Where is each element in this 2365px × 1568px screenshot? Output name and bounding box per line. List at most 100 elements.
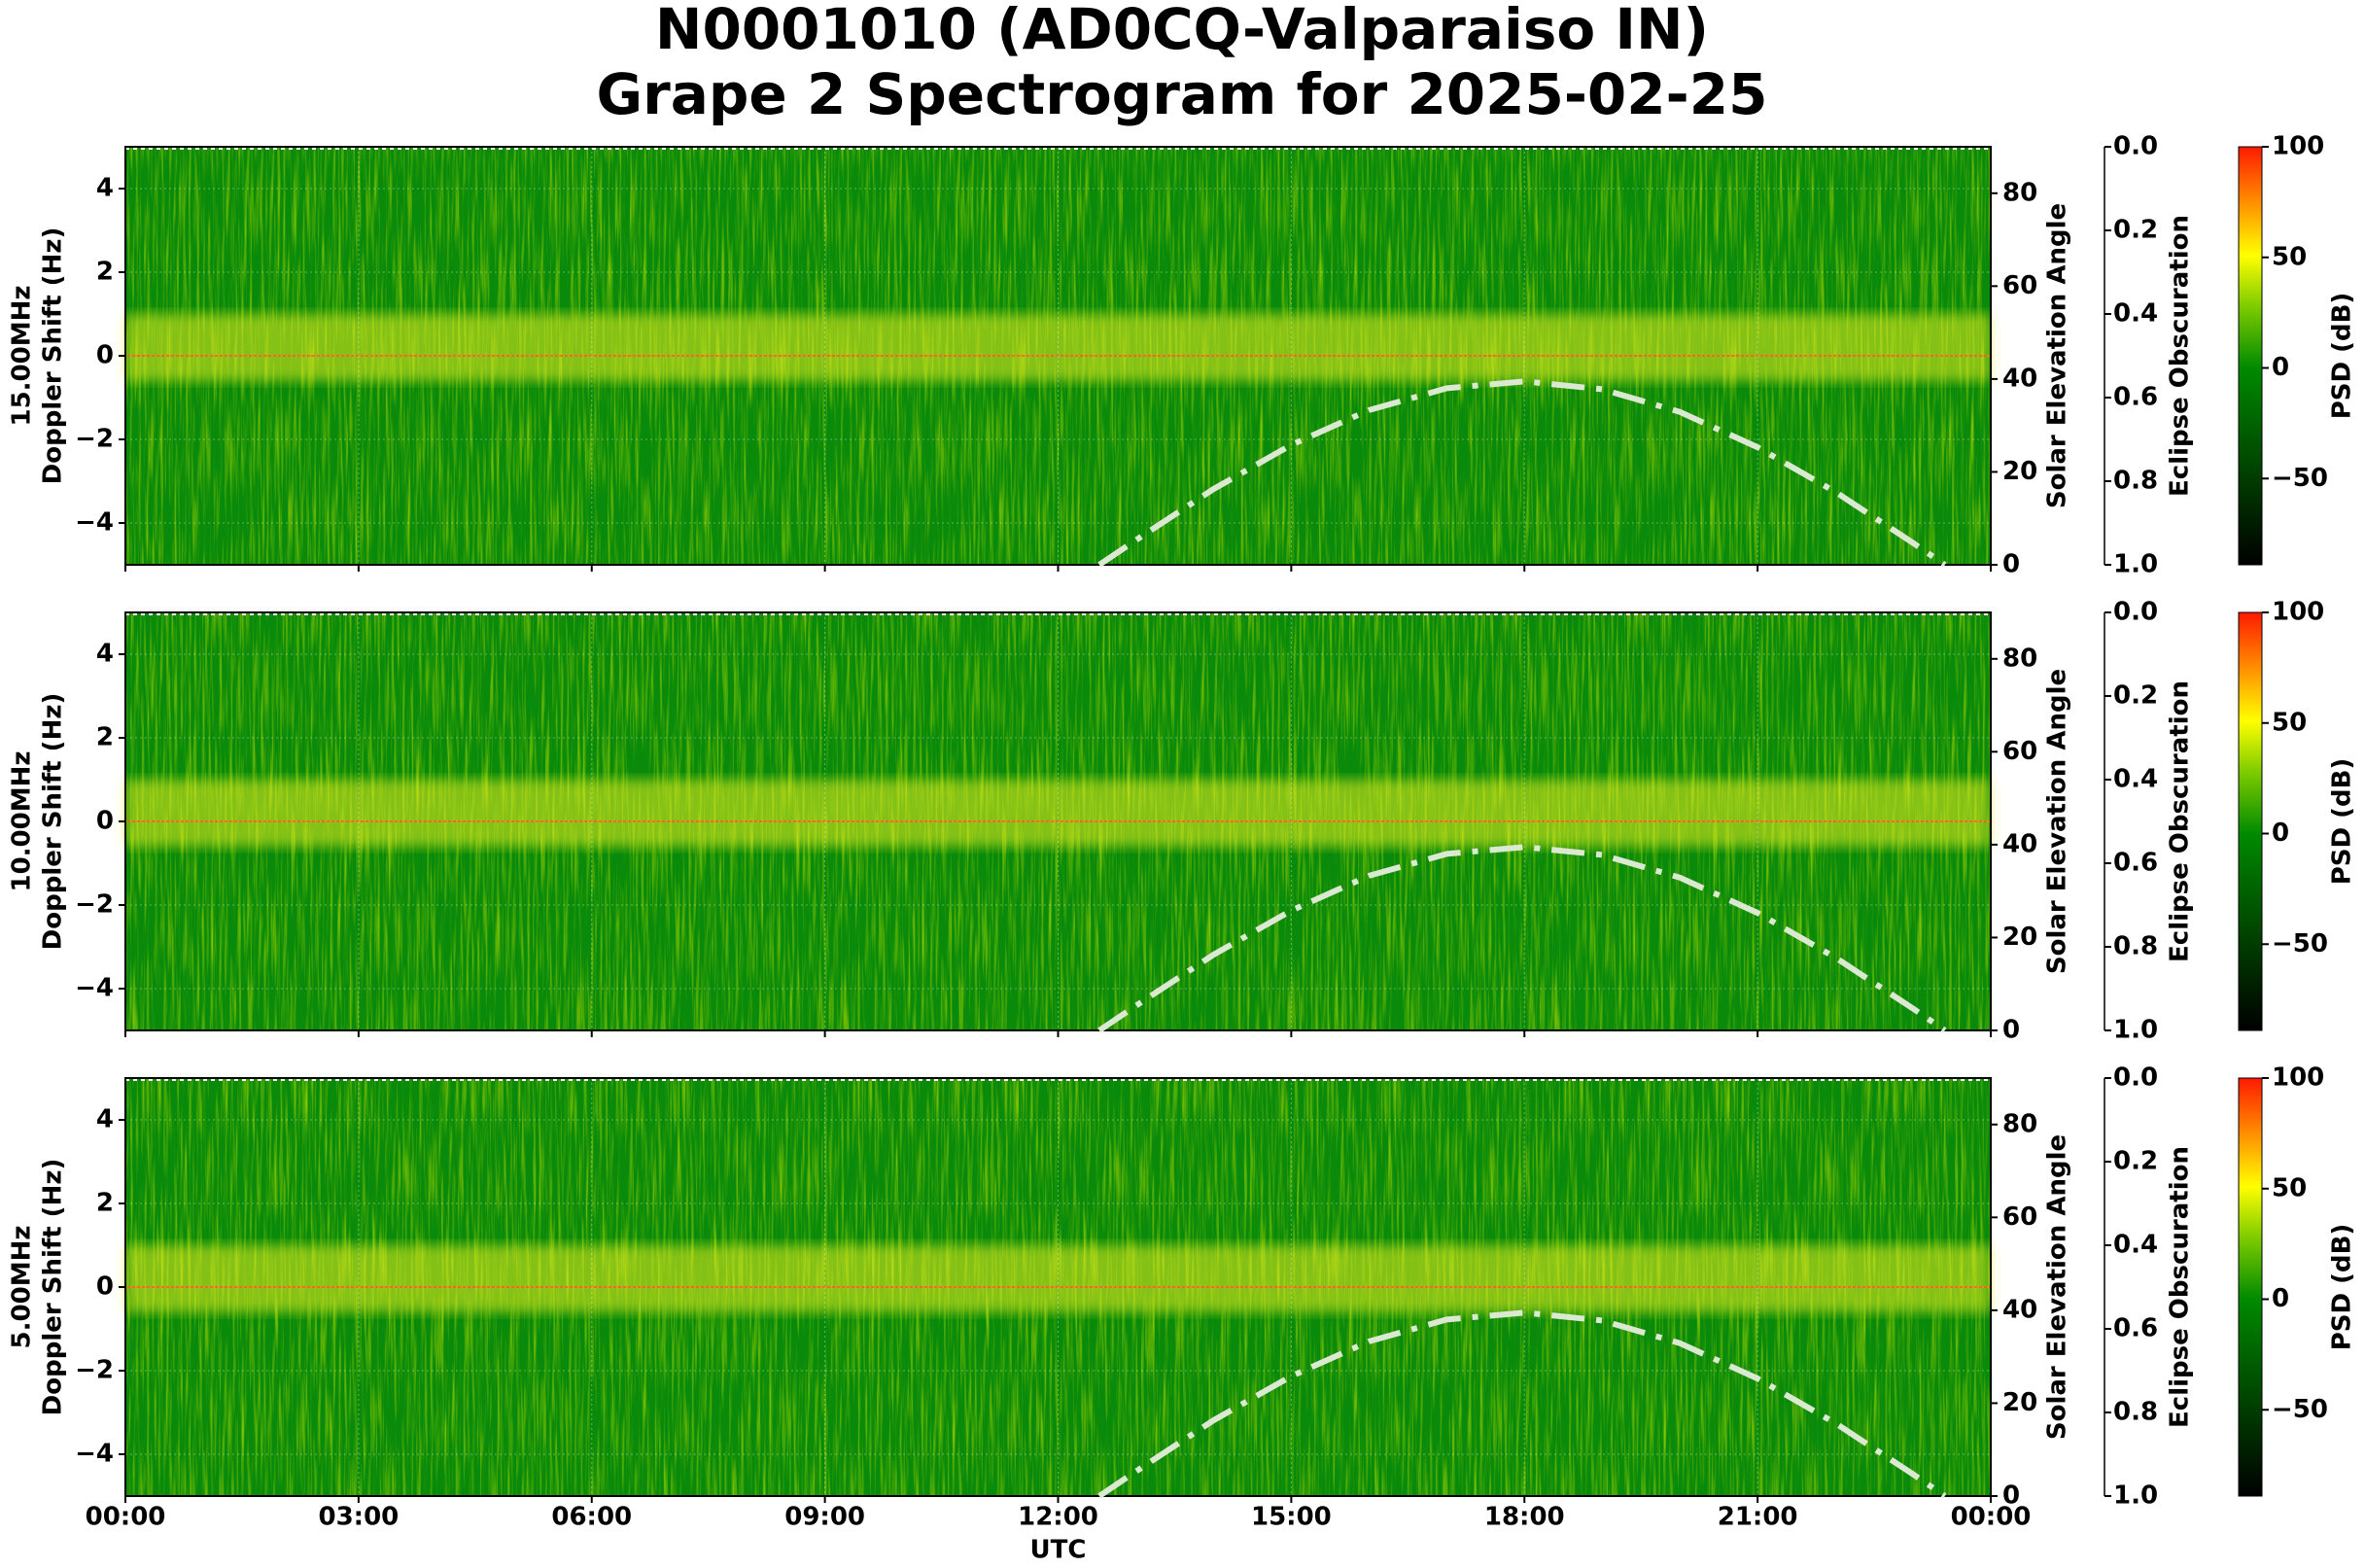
y-axis-label: 15.00MHz bbox=[8, 285, 37, 426]
solar-elevation-line bbox=[1099, 381, 1945, 565]
colorbar-tick-label: −50 bbox=[2272, 1395, 2328, 1424]
y2-tick-label: 20 bbox=[2002, 1388, 2037, 1417]
y-axis-label: Doppler Shift (Hz) bbox=[39, 227, 68, 485]
y3-tick-label: 0.0 bbox=[2113, 132, 2158, 161]
y3-tick-label: 0.6 bbox=[2113, 849, 2158, 878]
y2-tick-label: 60 bbox=[2002, 1202, 2037, 1232]
colorbar-tick-label: 50 bbox=[2272, 242, 2307, 271]
y-axis-label: 5.00MHz bbox=[8, 1226, 37, 1349]
colorbar-tick-label: 50 bbox=[2272, 1173, 2307, 1202]
signal-band bbox=[125, 1245, 1991, 1312]
colorbar-tick-label: −50 bbox=[2272, 464, 2328, 493]
colorbar bbox=[2238, 146, 2263, 566]
y2-axis-label: Solar Elevation Angle bbox=[2043, 1134, 2072, 1440]
plot-frame bbox=[124, 146, 1992, 566]
signal-band bbox=[125, 780, 1991, 847]
x-tick-label: 03:00 bbox=[318, 1503, 399, 1532]
x-tick-label: 21:00 bbox=[1718, 1503, 1798, 1532]
y-tick-label: 0 bbox=[96, 1272, 114, 1302]
y2-tick-label: 80 bbox=[2002, 644, 2037, 673]
y3-tick-label: 0.0 bbox=[2113, 598, 2158, 627]
y2-tick-label: 0 bbox=[2002, 1481, 2020, 1511]
x-tick-label: 06:00 bbox=[551, 1503, 632, 1532]
y3-tick-label: 0.2 bbox=[2113, 216, 2158, 245]
y2-tick-label: 20 bbox=[2002, 923, 2037, 952]
y-tick-label: 4 bbox=[96, 640, 114, 669]
y-axis-label: Doppler Shift (Hz) bbox=[39, 1159, 68, 1416]
y3-tick-label: 0.8 bbox=[2113, 467, 2158, 496]
y3-tick-label: 0.4 bbox=[2113, 765, 2158, 794]
solar-elevation-line bbox=[1099, 847, 1945, 1030]
y-tick-label: −2 bbox=[75, 425, 114, 454]
plot-frame bbox=[124, 1077, 1992, 1497]
y2-tick-label: 40 bbox=[2002, 364, 2037, 393]
x-tick-label: 00:00 bbox=[1951, 1503, 2032, 1532]
x-tick-label: 12:00 bbox=[1018, 1503, 1098, 1532]
colorbar-tick-label: 100 bbox=[2272, 598, 2324, 627]
y-tick-label: −2 bbox=[75, 1356, 114, 1385]
y2-tick-label: 20 bbox=[2002, 457, 2037, 486]
y-tick-label: 4 bbox=[96, 1105, 114, 1134]
y-tick-label: 0 bbox=[96, 341, 114, 370]
plot-frame bbox=[124, 611, 1992, 1031]
y2-tick-label: 60 bbox=[2002, 271, 2037, 300]
colorbar-label: PSD (dB) bbox=[2328, 293, 2357, 420]
y3-tick-label: 0.8 bbox=[2113, 1398, 2158, 1427]
x-axis-label: UTC bbox=[1030, 1536, 1087, 1565]
y3-tick-label: 0.0 bbox=[2113, 1063, 2158, 1093]
colorbar-tick-label: 0 bbox=[2272, 819, 2289, 848]
y2-tick-label: 0 bbox=[2002, 550, 2020, 579]
signal-band bbox=[125, 314, 1991, 381]
y-axis-label: Doppler Shift (Hz) bbox=[39, 693, 68, 951]
x-tick-label: 18:00 bbox=[1484, 1503, 1565, 1532]
colorbar-tick-label: −50 bbox=[2272, 929, 2328, 958]
y2-axis-label: Solar Elevation Angle bbox=[2043, 203, 2072, 508]
y-tick-label: 2 bbox=[96, 1189, 114, 1218]
y3-axis-label: Eclipse Obscuration bbox=[2166, 1146, 2195, 1428]
x-tick-label: 00:00 bbox=[86, 1503, 166, 1532]
y2-tick-label: 40 bbox=[2002, 1295, 2037, 1324]
y3-tick-label: 0.8 bbox=[2113, 932, 2158, 961]
y2-axis-label: Solar Elevation Angle bbox=[2043, 669, 2072, 974]
colorbar bbox=[2238, 1077, 2263, 1497]
y2-tick-label: 80 bbox=[2002, 178, 2037, 207]
y3-tick-label: 0.6 bbox=[2113, 1314, 2158, 1343]
colorbar-tick-label: 0 bbox=[2272, 1284, 2289, 1313]
solar-elevation-line bbox=[1099, 1312, 1945, 1496]
y3-tick-label: 1.0 bbox=[2113, 1016, 2158, 1045]
y-tick-label: −4 bbox=[75, 974, 114, 1003]
y3-axis-label: Eclipse Obscuration bbox=[2166, 680, 2195, 962]
y-tick-label: 0 bbox=[96, 807, 114, 836]
colorbar bbox=[2238, 611, 2263, 1031]
y-tick-label: 2 bbox=[96, 723, 114, 752]
chart-title: N0001010 (AD0CQ-Valparaiso IN) bbox=[655, 0, 1709, 62]
y2-tick-label: 80 bbox=[2002, 1109, 2037, 1138]
y-tick-label: −4 bbox=[75, 1440, 114, 1469]
x-tick-label: 15:00 bbox=[1251, 1503, 1332, 1532]
y3-tick-label: 0.2 bbox=[2113, 1147, 2158, 1176]
y3-tick-label: 0.4 bbox=[2113, 299, 2158, 329]
y-axis-label: 10.00MHz bbox=[8, 750, 37, 891]
colorbar-label: PSD (dB) bbox=[2328, 1224, 2357, 1351]
colorbar-tick-label: 100 bbox=[2272, 132, 2324, 161]
colorbar-tick-label: 0 bbox=[2272, 353, 2289, 382]
y2-tick-label: 0 bbox=[2002, 1016, 2020, 1045]
y-tick-label: −2 bbox=[75, 890, 114, 920]
y3-axis-label: Eclipse Obscuration bbox=[2166, 215, 2195, 497]
y3-tick-label: 0.6 bbox=[2113, 383, 2158, 412]
x-tick-label: 09:00 bbox=[784, 1503, 865, 1532]
colorbar-label: PSD (dB) bbox=[2328, 758, 2357, 886]
y-tick-label: −4 bbox=[75, 508, 114, 538]
y3-tick-label: 1.0 bbox=[2113, 550, 2158, 579]
colorbar-tick-label: 100 bbox=[2272, 1063, 2324, 1093]
y2-tick-label: 40 bbox=[2002, 829, 2037, 858]
y2-tick-label: 60 bbox=[2002, 737, 2037, 766]
y-tick-label: 2 bbox=[96, 258, 114, 287]
colorbar-tick-label: 50 bbox=[2272, 708, 2307, 737]
y3-tick-label: 0.4 bbox=[2113, 1231, 2158, 1260]
y3-tick-label: 0.2 bbox=[2113, 681, 2158, 711]
chart-subtitle: Grape 2 Spectrogram for 2025-02-25 bbox=[597, 61, 1768, 127]
y3-tick-label: 1.0 bbox=[2113, 1481, 2158, 1511]
y-tick-label: 4 bbox=[96, 174, 114, 203]
